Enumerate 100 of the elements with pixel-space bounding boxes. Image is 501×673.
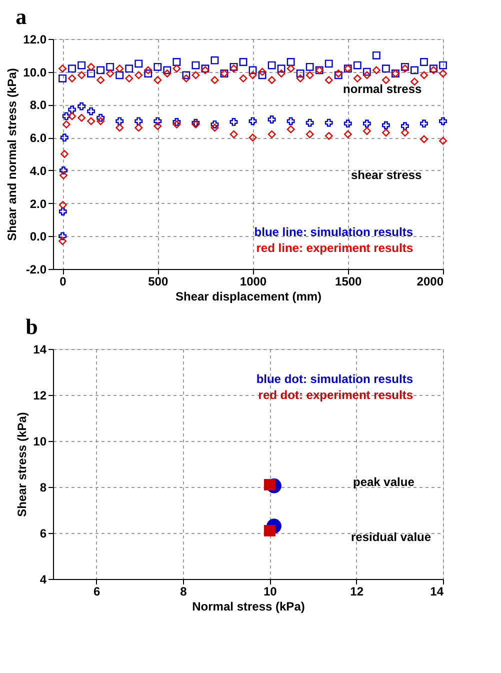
- y-tick-label: 14: [33, 342, 47, 356]
- x-axis-title: Normal stress (kPa): [192, 600, 305, 614]
- point: [306, 62, 314, 71]
- point: [382, 64, 390, 73]
- point: [324, 76, 333, 84]
- x-tick-label: 10: [263, 584, 278, 598]
- annotation: shear stress: [351, 168, 422, 182]
- point: [277, 70, 286, 78]
- point: [306, 71, 314, 80]
- point: [400, 128, 409, 137]
- point: [60, 166, 68, 174]
- point: [116, 64, 124, 73]
- point: [210, 76, 219, 84]
- y-tick-label: 4.0: [30, 164, 47, 178]
- point: [264, 525, 276, 536]
- point: [239, 58, 248, 66]
- point: [258, 71, 266, 80]
- point: [172, 120, 181, 128]
- point: [362, 68, 371, 76]
- point: [382, 128, 390, 137]
- point: [344, 120, 352, 128]
- y-tick-label: 4: [40, 572, 47, 586]
- point: [268, 61, 276, 70]
- point: [96, 66, 105, 74]
- y-tick-label: 0.0: [30, 230, 47, 244]
- point: [163, 70, 172, 78]
- annotation: red line: experiment results: [256, 241, 414, 255]
- point: [268, 116, 276, 124]
- y-axis-title: Shear stress (kPa): [15, 412, 30, 517]
- point: [134, 124, 143, 132]
- point: [420, 71, 428, 80]
- chart-title: b: [26, 314, 38, 339]
- point: [362, 120, 371, 128]
- point: [96, 114, 105, 122]
- point: [60, 171, 68, 180]
- point: [296, 74, 304, 82]
- point: [410, 66, 418, 74]
- x-tick-label: 2000: [416, 274, 444, 288]
- x-tick-label: 500: [148, 274, 168, 288]
- point: [134, 117, 143, 126]
- point: [230, 118, 238, 126]
- point: [420, 58, 428, 66]
- point: [420, 120, 428, 128]
- x-tick-label: 8: [180, 584, 188, 598]
- point: [382, 121, 390, 130]
- point: [306, 118, 314, 127]
- chart-title: a: [16, 4, 27, 29]
- point: [268, 130, 276, 138]
- point: [154, 122, 162, 130]
- point: [382, 76, 390, 84]
- point: [78, 61, 86, 70]
- point: [172, 118, 181, 126]
- point: [96, 117, 105, 126]
- y-tick-label: 6.0: [30, 131, 47, 146]
- point: [372, 66, 380, 74]
- point: [182, 71, 190, 80]
- point: [248, 134, 257, 142]
- y-tick-label: 10: [33, 434, 47, 448]
- annotation: blue dot: simulation results: [256, 372, 414, 386]
- point: [286, 58, 295, 66]
- y-tick-label: 2.0: [30, 196, 47, 211]
- point: [420, 135, 428, 144]
- y-tick-label: 8: [40, 480, 47, 494]
- point: [372, 51, 380, 60]
- x-tick-label: 1500: [335, 274, 362, 288]
- point: [248, 117, 257, 126]
- point: [87, 62, 96, 71]
- point: [277, 64, 286, 73]
- point: [87, 70, 96, 78]
- point: [268, 76, 276, 84]
- point: [439, 136, 447, 145]
- y-tick-label: 10.0: [23, 65, 47, 80]
- point: [239, 74, 248, 82]
- point: [172, 58, 181, 66]
- x-tick-label: 14: [430, 584, 444, 598]
- point: [60, 150, 68, 158]
- point: [439, 70, 447, 78]
- point: [68, 106, 76, 114]
- point: [154, 117, 162, 126]
- y-tick-label: 12.0: [23, 32, 47, 46]
- point: [172, 64, 181, 73]
- x-tick-label: 0: [60, 274, 67, 288]
- y-tick-label: 6: [40, 526, 47, 540]
- x-tick-label: 6: [93, 584, 100, 598]
- point: [106, 62, 114, 71]
- point: [87, 107, 96, 116]
- point: [258, 68, 266, 76]
- point: [362, 127, 371, 135]
- y-tick-label: 8.0: [30, 98, 47, 112]
- point: [125, 74, 134, 82]
- point: [106, 70, 114, 78]
- point: [96, 76, 105, 84]
- point: [116, 124, 124, 132]
- point: [182, 74, 190, 82]
- y-axis-title: Shear and normal stress (kPa): [5, 68, 20, 241]
- point: [116, 117, 124, 126]
- point: [58, 237, 66, 246]
- point: [154, 76, 162, 84]
- point: [134, 60, 143, 68]
- point: [78, 102, 86, 110]
